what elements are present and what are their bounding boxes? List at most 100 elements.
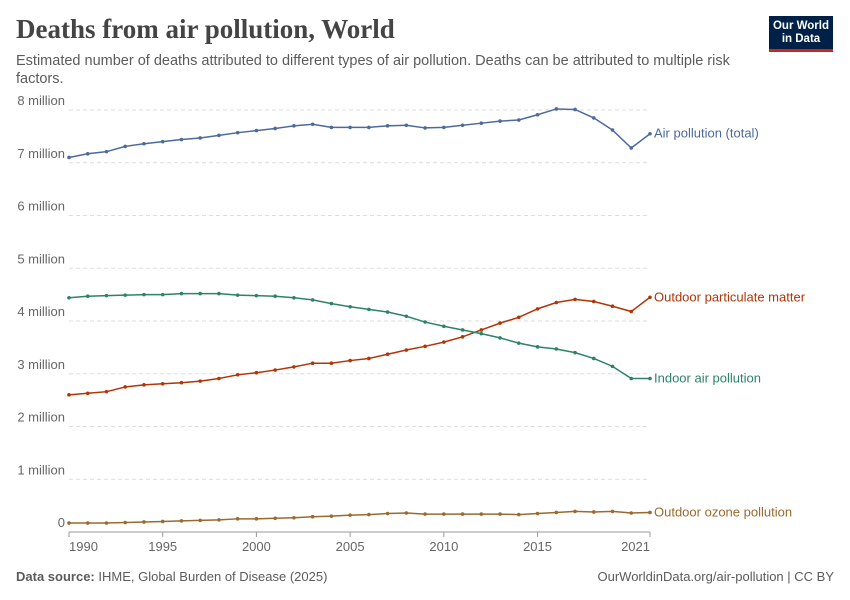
point xyxy=(198,291,202,296)
point xyxy=(254,517,259,521)
point xyxy=(498,512,502,516)
point xyxy=(629,511,634,515)
point xyxy=(292,124,296,128)
point xyxy=(385,511,390,516)
point xyxy=(479,121,484,125)
point xyxy=(517,315,521,320)
point xyxy=(273,126,277,131)
point xyxy=(329,125,334,130)
point xyxy=(629,309,634,314)
point xyxy=(198,518,202,523)
x-tick-label: 1990 xyxy=(69,539,98,554)
y-tick-label: 1 million xyxy=(17,462,65,477)
y-tick-label: 8 million xyxy=(17,93,65,108)
point xyxy=(123,520,128,525)
y-tick-label: 3 million xyxy=(17,357,65,372)
point xyxy=(367,125,371,130)
footer-link[interactable]: OurWorldinData.org/air-pollution | CC BY xyxy=(597,569,834,584)
source-text: IHME, Global Burden of Disease (2025) xyxy=(98,569,328,584)
point xyxy=(479,328,484,332)
point xyxy=(160,139,165,144)
point xyxy=(629,376,634,381)
point xyxy=(535,307,540,311)
point xyxy=(85,151,90,156)
point xyxy=(329,514,334,518)
x-tick-label: 2021 xyxy=(621,539,650,554)
point xyxy=(310,122,315,127)
point xyxy=(235,293,240,297)
point xyxy=(554,510,559,515)
point xyxy=(160,381,165,386)
point xyxy=(573,350,577,355)
point xyxy=(385,310,390,314)
point xyxy=(179,137,184,142)
logo-line: Our World xyxy=(772,20,829,32)
point xyxy=(123,293,128,297)
point xyxy=(610,364,615,369)
point xyxy=(235,130,240,135)
point xyxy=(123,144,128,149)
point xyxy=(442,324,446,329)
point xyxy=(498,119,502,123)
logo-line: in Data xyxy=(781,33,821,45)
series-line xyxy=(69,510,651,524)
point xyxy=(179,380,184,385)
point xyxy=(273,294,277,299)
point xyxy=(273,368,277,372)
point xyxy=(67,393,71,397)
point xyxy=(423,126,427,130)
point xyxy=(460,123,465,128)
point xyxy=(104,293,109,298)
series-label: Outdoor ozone pollution xyxy=(654,504,792,519)
point xyxy=(479,512,484,516)
x-tick-label: 2010 xyxy=(429,539,458,554)
point xyxy=(517,341,521,345)
point xyxy=(85,521,90,525)
point xyxy=(123,385,128,389)
point xyxy=(648,376,652,381)
point xyxy=(648,131,652,136)
point xyxy=(648,295,652,300)
point xyxy=(385,124,390,128)
logo[interactable]: Our World in Data xyxy=(769,16,833,52)
point xyxy=(310,298,315,302)
point xyxy=(591,116,596,120)
point xyxy=(554,107,559,111)
y-tick-label: 5 million xyxy=(17,251,65,266)
point xyxy=(498,321,502,325)
point xyxy=(179,291,184,296)
series-label: Indoor air pollution xyxy=(654,370,761,385)
series-line xyxy=(68,296,651,396)
point xyxy=(460,328,465,332)
point xyxy=(367,307,371,312)
series-line xyxy=(68,108,651,159)
point xyxy=(310,514,315,519)
y-tick-label: 4 million xyxy=(17,304,65,319)
series-label: Outdoor particulate matter xyxy=(654,289,806,304)
point xyxy=(292,515,296,520)
point xyxy=(610,128,615,132)
point xyxy=(142,141,146,146)
point xyxy=(273,516,277,521)
source-label: Data source: xyxy=(16,569,95,584)
point xyxy=(217,518,221,522)
point xyxy=(423,320,427,324)
point xyxy=(198,379,202,383)
y-tick-label: 6 million xyxy=(17,199,65,214)
point xyxy=(535,345,540,349)
source: Data source: IHME, Global Burden of Dise… xyxy=(16,569,327,584)
point xyxy=(460,512,465,516)
series-label: Air pollution (total) xyxy=(654,126,759,141)
point xyxy=(385,352,390,357)
point xyxy=(591,299,596,304)
point xyxy=(367,512,371,517)
point xyxy=(423,512,427,516)
point xyxy=(648,510,652,515)
series-line xyxy=(68,292,650,380)
point xyxy=(142,383,146,387)
chart-title: Deaths from air pollution, World xyxy=(16,14,395,44)
point xyxy=(67,295,71,300)
point xyxy=(404,314,409,319)
